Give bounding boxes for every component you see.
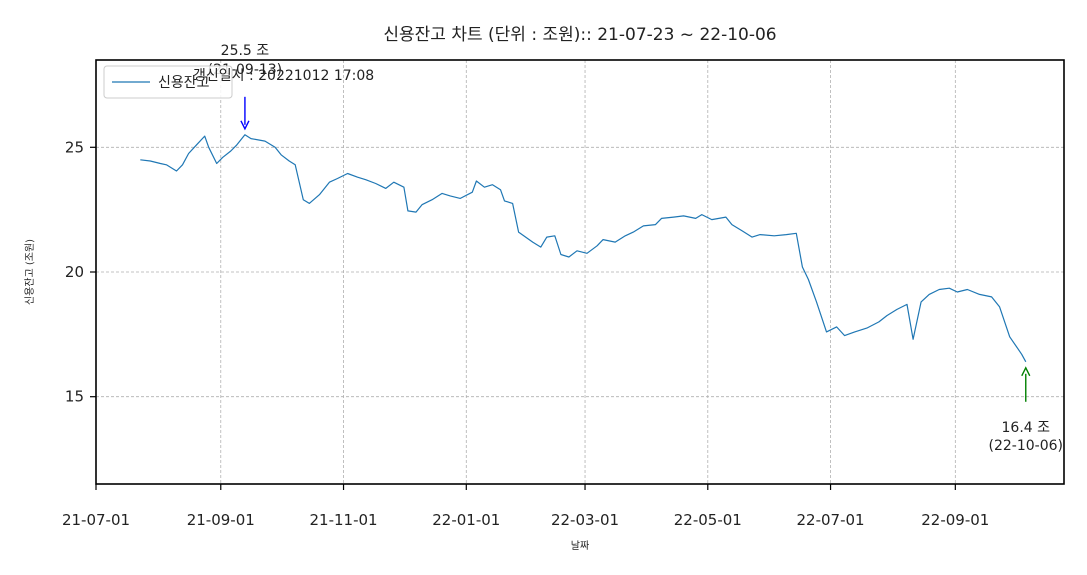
- last-annotation-value: 16.4 조: [1002, 420, 1051, 436]
- y-tick-label: 20: [65, 263, 84, 281]
- legend-label: 신용잔고: [158, 75, 210, 91]
- y-axis-label: 신용잔고 (조원): [24, 239, 36, 305]
- x-tick-label: 21-09-01: [187, 511, 255, 529]
- x-tick-label: 22-07-01: [797, 511, 865, 529]
- last-annotation-date: (22-10-06): [989, 438, 1063, 454]
- x-axis-label: 날짜: [571, 540, 589, 552]
- y-tick-label: 15: [65, 388, 84, 406]
- y-axis-ticks: 15 20 25: [65, 138, 96, 406]
- x-tick-label: 22-09-01: [921, 511, 989, 529]
- max-annotation-value: 25.5 조: [221, 43, 270, 59]
- last-arrow-head: [1021, 366, 1031, 377]
- x-tick-label: 21-11-01: [309, 511, 377, 529]
- x-tick-label: 22-01-01: [432, 511, 500, 529]
- series-line: [140, 134, 1027, 363]
- chart-title: 신용잔고 차트 (단위 : 조원):: 21-07-23 ~ 22-10-06: [383, 25, 776, 45]
- x-tick-label: 22-05-01: [674, 511, 742, 529]
- x-axis-ticks: 21-07-01 21-09-01 21-11-01 22-01-01 22-03-01…: [62, 484, 989, 529]
- x-tick-label: 21-07-01: [62, 511, 130, 529]
- grid-lines: [95, 60, 1064, 484]
- legend-box: [103, 65, 233, 99]
- data-series: [140, 134, 1027, 363]
- update-timestamp: 갱신일시 : 20221012 17:08: [193, 68, 374, 84]
- legend: 신용잔고: [103, 65, 233, 99]
- y-tick-label: 25: [65, 138, 84, 156]
- max-arrow-head: [240, 120, 250, 131]
- x-tick-label: 22-03-01: [551, 511, 619, 529]
